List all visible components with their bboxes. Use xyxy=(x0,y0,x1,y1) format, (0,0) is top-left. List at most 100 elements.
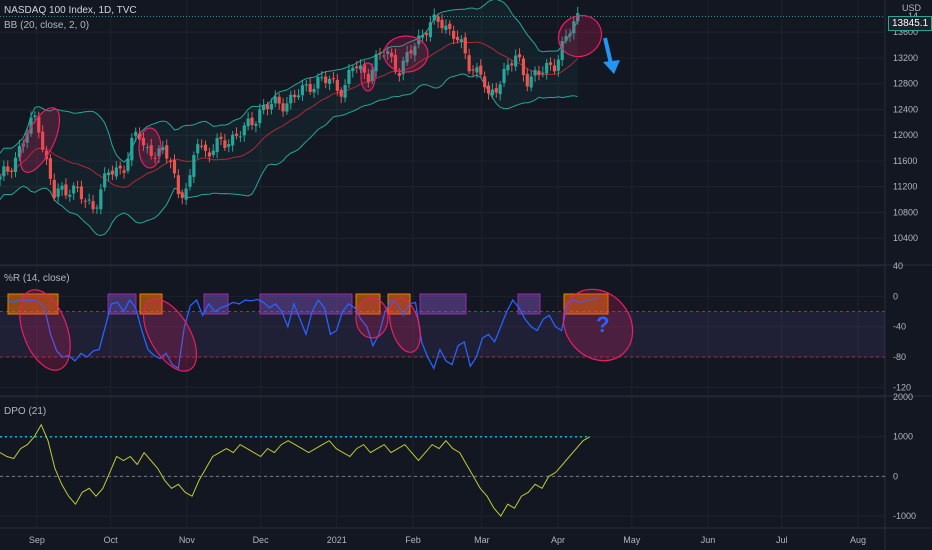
candle-body xyxy=(153,157,157,159)
candle-body xyxy=(362,64,367,73)
annotation-ellipse-wr xyxy=(562,288,634,362)
candle-body xyxy=(106,172,111,176)
candle-body xyxy=(335,79,339,91)
candle-body xyxy=(444,25,448,31)
candle-body xyxy=(269,103,274,110)
candle-body xyxy=(238,136,242,138)
annotation-ellipse-price xyxy=(138,127,162,169)
candle-body xyxy=(552,65,557,72)
bb-fill xyxy=(0,0,578,236)
x-tick-label: 2021 xyxy=(327,535,347,545)
bb-legend: BB (20, close, 2, 0) xyxy=(4,20,90,31)
candle-body xyxy=(479,65,483,75)
candle-body xyxy=(331,78,336,80)
x-tick-label: Aug xyxy=(850,535,866,545)
candle-body xyxy=(506,64,510,71)
x-tick-label: Feb xyxy=(405,535,421,545)
candle-body xyxy=(320,77,324,79)
candle-body xyxy=(180,192,184,198)
candle-body xyxy=(200,145,204,147)
candle-body xyxy=(498,84,502,95)
candle-body xyxy=(343,85,347,98)
dpo-tick-label: 0 xyxy=(893,471,898,481)
price-tick-label: 12800 xyxy=(893,79,918,89)
candle-body xyxy=(99,189,103,210)
candle-body xyxy=(87,199,91,201)
candle-body xyxy=(300,85,305,96)
candle-body xyxy=(397,72,401,76)
wr-band-fill xyxy=(0,311,885,358)
candle-body xyxy=(231,134,235,146)
candle-body xyxy=(79,186,84,200)
annotation-ellipse-price xyxy=(557,14,603,58)
candle-body xyxy=(471,69,475,71)
wr-highlight-box xyxy=(259,293,353,315)
down-arrow-head xyxy=(603,60,620,74)
candle-body xyxy=(161,147,165,151)
candle-body xyxy=(227,144,231,147)
candle-body xyxy=(25,133,29,143)
candle-body xyxy=(122,170,126,173)
candle-body xyxy=(273,96,277,104)
candle-body xyxy=(390,52,394,57)
wr-highlight-box xyxy=(419,293,467,315)
candle-body xyxy=(475,67,479,73)
candle-body xyxy=(145,147,149,149)
candle-body xyxy=(0,176,2,180)
candle-body xyxy=(223,140,227,148)
candle-body xyxy=(312,89,316,93)
candle-body xyxy=(149,145,153,156)
candle-body xyxy=(510,63,514,66)
candle-body xyxy=(6,166,10,172)
candle-body xyxy=(455,36,460,41)
candle-body xyxy=(358,65,363,70)
candle-body xyxy=(37,116,41,133)
candle-body xyxy=(409,50,413,54)
candle-body xyxy=(254,123,258,126)
candle-body xyxy=(529,76,533,88)
candle-body xyxy=(576,13,580,22)
bb-basis-line xyxy=(0,41,579,189)
annotation-ellipse-wr xyxy=(355,297,389,339)
wr-line xyxy=(7,297,599,371)
x-tick-label: Oct xyxy=(104,535,119,545)
candle-body xyxy=(339,89,343,97)
price-tick-label: 12400 xyxy=(893,104,918,114)
candle-body xyxy=(355,66,359,69)
candle-body xyxy=(44,150,49,160)
x-tick-label: Sep xyxy=(29,535,45,545)
candle-body xyxy=(289,94,293,104)
candle-body xyxy=(467,55,471,72)
candle-body xyxy=(517,54,522,58)
x-tick-label: Mar xyxy=(474,535,490,545)
candle-body xyxy=(316,77,320,89)
wr-highlight-box xyxy=(517,293,541,315)
candle-body xyxy=(265,104,270,110)
wr-tick-label: -40 xyxy=(893,322,906,332)
last-price-badge[interactable]: 13845.1 xyxy=(888,16,932,31)
candle-body xyxy=(502,68,506,83)
annotation-ellipse-price xyxy=(383,35,429,73)
candle-body xyxy=(459,39,463,43)
candle-body xyxy=(33,115,37,118)
candle-body xyxy=(13,157,18,173)
wr-panel-title: %R (14, close) xyxy=(4,273,70,284)
candle-body xyxy=(541,72,545,74)
candle-body xyxy=(351,67,355,72)
candle-body xyxy=(2,166,6,177)
candle-body xyxy=(172,160,177,174)
price-tick-label: 11600 xyxy=(893,156,917,166)
x-tick-label: May xyxy=(623,535,641,545)
candle-body xyxy=(130,137,134,161)
candle-body xyxy=(52,179,56,198)
candle-body xyxy=(56,188,60,197)
candle-body xyxy=(370,69,374,81)
candle-body xyxy=(176,175,180,195)
candle-body xyxy=(386,51,390,54)
candle-body xyxy=(95,207,99,209)
dpo-tick-label: 2000 xyxy=(893,392,913,402)
candle-body xyxy=(514,55,518,67)
candle-body xyxy=(126,158,130,171)
candle-body xyxy=(285,103,289,112)
wr-tick-label: 0 xyxy=(893,291,898,301)
